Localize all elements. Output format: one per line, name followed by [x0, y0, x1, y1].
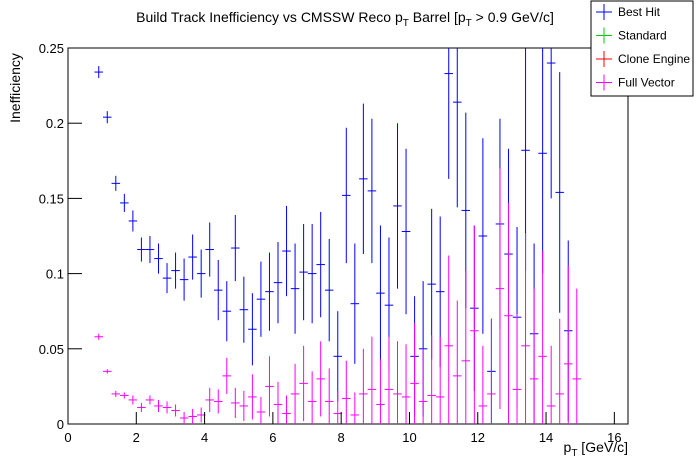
legend-label: Standard	[618, 29, 667, 43]
text-part: > 0.9 GeV/c]	[472, 9, 554, 25]
x-tick-label: 10	[402, 430, 416, 445]
x-tick-label: 16	[607, 430, 621, 445]
text-part: p	[564, 439, 572, 455]
x-tick-label: 4	[201, 430, 208, 445]
text-part: Barrel [p	[409, 9, 466, 25]
x-tick-label: 6	[269, 430, 276, 445]
x-axis-label: pT [GeV/c]	[564, 439, 628, 459]
plot-frame	[67, 47, 629, 425]
text-part: Build Track Inefficiency vs CMSSW Reco p	[136, 9, 403, 25]
y-tick-label: 0	[57, 417, 64, 432]
y-tick-label: 0.25	[39, 41, 64, 56]
y-tick-label: 0.05	[39, 342, 64, 357]
legend-box	[590, 0, 694, 97]
text-part: T	[571, 448, 577, 459]
y-tick-label: 0.1	[46, 267, 64, 282]
x-tick-label: 12	[471, 430, 485, 445]
text-part: [GeV/c]	[577, 439, 628, 455]
x-tick-label: 14	[539, 430, 553, 445]
x-tick-label: 0	[64, 430, 71, 445]
y-axis-label: Inefficiency	[7, 53, 23, 123]
text-part: T	[466, 18, 472, 29]
chart-title: Build Track Inefficiency vs CMSSW Reco p…	[136, 9, 554, 29]
legend-label: Clone Engine	[618, 52, 690, 66]
x-tick-label: 2	[133, 430, 140, 445]
x-tick-label: 8	[338, 430, 345, 445]
legend-label: Full Vector	[618, 76, 675, 90]
y-tick-label: 0.2	[46, 116, 64, 131]
text-part: T	[403, 18, 409, 29]
plot-area	[94, 48, 582, 424]
y-tick-label: 0.15	[39, 191, 64, 206]
legend-label: Best Hit	[618, 5, 661, 19]
